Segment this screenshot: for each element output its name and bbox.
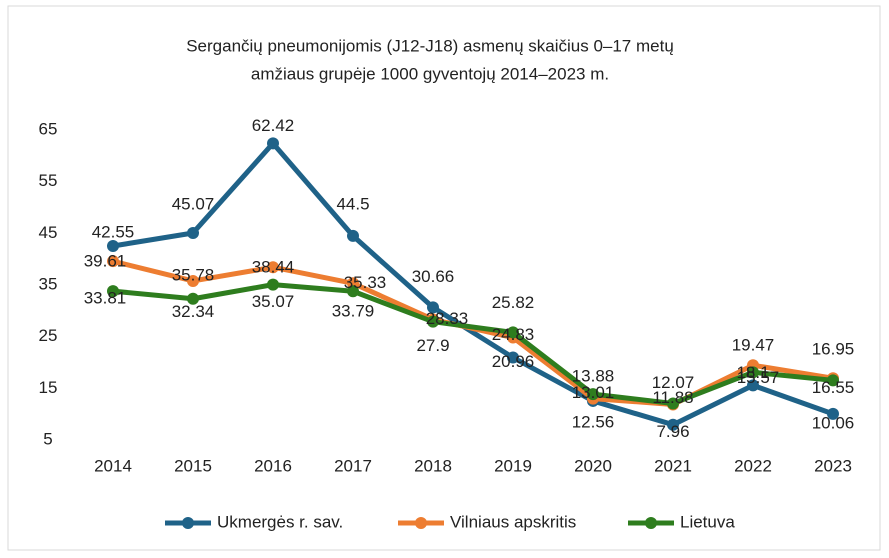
data-label: 30.66 — [412, 267, 455, 286]
data-point — [747, 366, 759, 379]
y-tick-label: 45 — [39, 223, 58, 242]
legend-label: Ukmergės r. sav. — [217, 512, 343, 531]
x-tick-label: 2019 — [494, 456, 532, 475]
data-point — [827, 407, 839, 420]
data-label: 62.42 — [252, 116, 295, 135]
data-point — [267, 137, 279, 150]
data-label: 15.57 — [737, 368, 780, 387]
data-label: 28.33 — [426, 309, 469, 328]
data-label: 20.96 — [492, 352, 535, 371]
x-tick-label: 2023 — [814, 456, 852, 475]
data-point — [827, 374, 839, 387]
data-label: 13.88 — [572, 367, 615, 386]
chart-title: Sergančių pneumonijomis (J12-J18) asmenų… — [186, 36, 674, 55]
data-point — [507, 326, 519, 339]
x-tick-label: 2017 — [334, 456, 372, 475]
data-label: 25.82 — [492, 293, 535, 312]
data-label: 18.1 — [736, 363, 769, 382]
y-tick-label: 15 — [39, 378, 58, 397]
x-tick-label: 2020 — [574, 456, 612, 475]
data-point — [347, 229, 359, 242]
series-line — [112, 140, 834, 428]
data-label: 12.07 — [652, 373, 695, 392]
data-label: 19.47 — [732, 336, 775, 355]
chart-border — [7, 5, 881, 551]
data-label: 24.83 — [492, 325, 535, 344]
chart-title: amžiaus grupėje 1000 gyventojų 2014–2023… — [251, 64, 609, 83]
data-point — [747, 379, 759, 392]
data-label: 33.81 — [84, 289, 127, 308]
data-point — [427, 315, 439, 328]
x-tick-label: 2022 — [734, 456, 772, 475]
x-tick-label: 2014 — [94, 456, 132, 475]
legend-marker — [415, 517, 427, 529]
data-label: 10.06 — [812, 413, 855, 432]
data-label: 11.88 — [652, 388, 693, 407]
x-tick-label: 2015 — [174, 456, 212, 475]
data-point — [427, 301, 439, 314]
data-point — [187, 292, 199, 305]
data-point — [107, 239, 119, 252]
y-tick-label: 65 — [39, 119, 58, 138]
data-point — [187, 226, 199, 239]
data-label: 7.96 — [656, 422, 689, 441]
data-label: 39.61 — [84, 252, 127, 271]
data-label: 16.95 — [812, 340, 855, 359]
legend-marker — [182, 517, 194, 529]
data-label: 16.55 — [812, 378, 855, 397]
legend-label: Lietuva — [680, 512, 735, 531]
x-tick-label: 2016 — [254, 456, 292, 475]
data-label: 27.9 — [416, 336, 449, 355]
data-point — [587, 388, 599, 401]
data-label: 12.56 — [572, 412, 615, 431]
data-point — [667, 418, 679, 431]
legend-marker — [645, 517, 657, 529]
data-label: 42.55 — [92, 222, 135, 241]
data-label: 35.33 — [344, 273, 387, 292]
y-tick-label: 25 — [39, 326, 58, 345]
y-tick-label: 5 — [43, 429, 52, 448]
series-line — [112, 282, 834, 406]
data-label: 38.44 — [252, 258, 295, 277]
data-label: 33.79 — [332, 302, 375, 321]
data-label: 35.78 — [172, 265, 215, 284]
data-point — [507, 351, 519, 364]
data-label: 45.07 — [172, 194, 215, 213]
data-point — [267, 278, 279, 291]
x-tick-label: 2018 — [414, 456, 452, 475]
data-point — [667, 397, 679, 410]
data-point — [347, 285, 359, 298]
legend-label: Vilniaus apskritis — [450, 512, 576, 531]
data-point — [107, 285, 119, 298]
data-label: 13.01 — [572, 383, 615, 402]
data-point — [107, 255, 119, 268]
x-tick-label: 2021 — [654, 456, 692, 475]
data-point — [187, 274, 199, 287]
y-tick-label: 35 — [39, 274, 58, 293]
data-label: 44.5 — [336, 194, 369, 213]
data-label: 32.34 — [172, 302, 215, 321]
data-label: 35.07 — [252, 292, 295, 311]
y-tick-label: 55 — [39, 171, 58, 190]
data-point — [267, 261, 279, 274]
